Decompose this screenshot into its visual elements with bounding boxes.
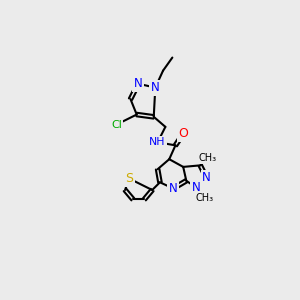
Text: N: N — [202, 171, 211, 184]
Text: N: N — [151, 81, 160, 94]
Text: N: N — [192, 181, 201, 194]
Text: CH₃: CH₃ — [199, 153, 217, 163]
Text: CH₃: CH₃ — [195, 193, 213, 203]
Text: S: S — [125, 172, 133, 185]
Text: N: N — [169, 182, 178, 195]
Text: Cl: Cl — [111, 119, 122, 130]
Text: NH: NH — [149, 137, 166, 147]
Text: O: O — [178, 127, 188, 140]
Text: N: N — [134, 77, 142, 90]
